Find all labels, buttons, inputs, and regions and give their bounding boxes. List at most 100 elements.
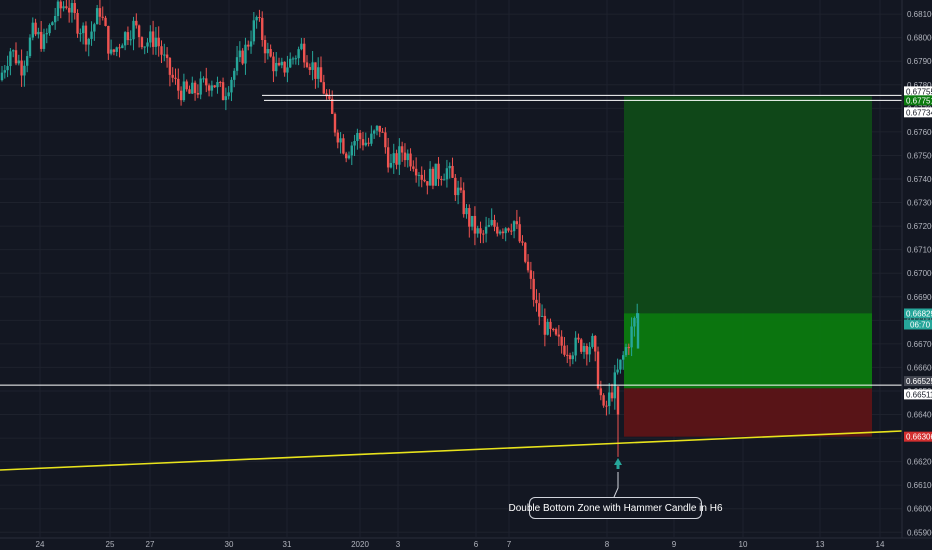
candle-body — [319, 67, 323, 83]
candle-body — [104, 17, 107, 26]
candle-body — [272, 56, 275, 72]
candle-body — [62, 6, 65, 9]
candle-body — [115, 47, 118, 52]
candle-body — [440, 178, 443, 181]
candle-body — [123, 32, 127, 46]
candle-body — [25, 56, 29, 66]
callout-connector — [613, 472, 619, 498]
candle-body — [333, 113, 337, 133]
candle-body — [244, 44, 247, 64]
candle-body — [157, 37, 160, 47]
candle-body — [585, 346, 589, 355]
candle-body — [235, 57, 239, 71]
candlestick-series[interactable] — [0, 0, 640, 457]
candle-body — [370, 133, 373, 144]
candle-body — [224, 96, 228, 101]
candle-body — [389, 162, 393, 168]
candle-body — [177, 78, 180, 91]
candle-body — [51, 22, 54, 26]
candle-body — [434, 163, 437, 186]
candle-body — [230, 79, 233, 93]
candle-body — [165, 54, 169, 58]
candle-body — [426, 181, 429, 186]
candle-body — [168, 57, 172, 75]
candle-body — [624, 347, 628, 356]
trendline-group[interactable] — [0, 430, 903, 471]
price-label-bg — [904, 431, 932, 442]
candle-body — [633, 318, 636, 327]
candle-body — [154, 37, 158, 47]
candle-body — [294, 58, 298, 60]
yellow-trendline[interactable] — [0, 430, 903, 471]
annotation-marker — [613, 458, 622, 498]
candle-body — [98, 8, 102, 17]
candle-body — [580, 339, 583, 352]
candle-body — [582, 346, 586, 352]
candle-body — [420, 174, 423, 180]
candle-body — [462, 190, 465, 215]
annotation-callout: Double Bottom Zone with Hammer Candle in… — [509, 497, 723, 519]
candle-body — [31, 22, 34, 38]
profit-zone-filled — [624, 313, 872, 389]
candle-body — [53, 15, 57, 23]
candle-body — [210, 85, 214, 91]
candle-body — [375, 125, 379, 131]
candle-body — [482, 233, 485, 235]
hammer-candle-body — [616, 386, 620, 415]
price-labels: 0.677550.67751 0.67734 0.66829 0.66525 0.665… — [904, 86, 932, 442]
candle-body — [109, 49, 113, 54]
candle-body — [269, 49, 272, 57]
candle-body — [193, 82, 197, 94]
candle-body — [627, 347, 631, 349]
x-tick-label: 27 — [146, 540, 155, 549]
candle-body — [524, 242, 527, 262]
candle-body — [56, 1, 60, 16]
price-label: 0.66511 — [906, 390, 932, 399]
candle-body — [314, 62, 317, 79]
candle-body — [546, 321, 549, 335]
candle-body — [247, 44, 250, 47]
candle-body — [479, 228, 482, 234]
candle-body — [608, 392, 611, 407]
candle-body — [325, 93, 328, 97]
candle-body — [456, 187, 460, 196]
candle-body — [563, 345, 566, 355]
x-tick-label: 10 — [739, 540, 748, 549]
candle-body — [20, 60, 23, 76]
candle-body — [445, 168, 449, 180]
candle-body — [118, 47, 121, 49]
candle-body — [336, 132, 339, 143]
candle-body — [330, 98, 334, 114]
candle-body — [311, 62, 314, 70]
candle-body — [540, 315, 544, 317]
candle-body — [630, 326, 633, 348]
candle-body — [496, 226, 499, 234]
price-label: 0.67755 — [906, 87, 932, 96]
time-axis[interactable]: 24 25 27 30 31 2020 3 6 7 8 9 10 13 14 — [36, 540, 885, 549]
candle-body — [37, 31, 40, 35]
candle-body — [386, 147, 390, 168]
candle-body — [137, 25, 141, 38]
candle-body — [266, 49, 270, 54]
candle-body — [87, 38, 90, 45]
candle-body — [216, 82, 219, 88]
horizontal-levels[interactable] — [0, 94, 902, 386]
countdown-label-bg — [904, 319, 932, 330]
candle-body — [398, 146, 401, 165]
candle-body — [619, 359, 622, 370]
candle-body — [487, 225, 491, 227]
last-candle-body — [636, 313, 640, 349]
candle-body — [381, 131, 384, 133]
profit-zone-upper — [624, 96, 872, 314]
price-label-bg — [904, 389, 932, 400]
candle-body — [263, 39, 267, 54]
candle-body — [577, 337, 580, 340]
price-label-bg — [904, 107, 932, 118]
candle-body — [252, 20, 256, 42]
candle-body — [470, 215, 474, 227]
